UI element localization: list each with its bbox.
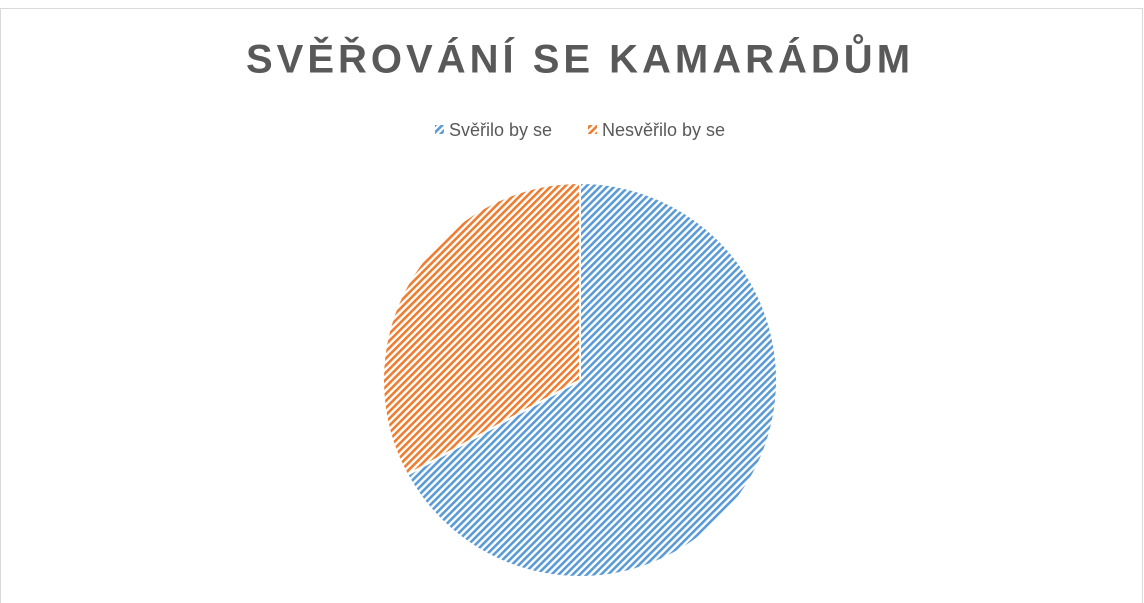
pie-slice — [406, 181, 778, 578]
legend-swatch — [434, 125, 444, 134]
chart-title: SVĚŘOVÁNÍ SE KAMARÁDŮM — [246, 33, 914, 82]
legend-label: Svěřilo by se — [449, 120, 552, 140]
legend: Svěřilo by se Nesvěřilo by se — [434, 120, 725, 140]
legend-label: Nesvěřilo by se — [602, 120, 725, 140]
pie-slice — [382, 181, 581, 477]
legend-swatch — [588, 125, 597, 134]
